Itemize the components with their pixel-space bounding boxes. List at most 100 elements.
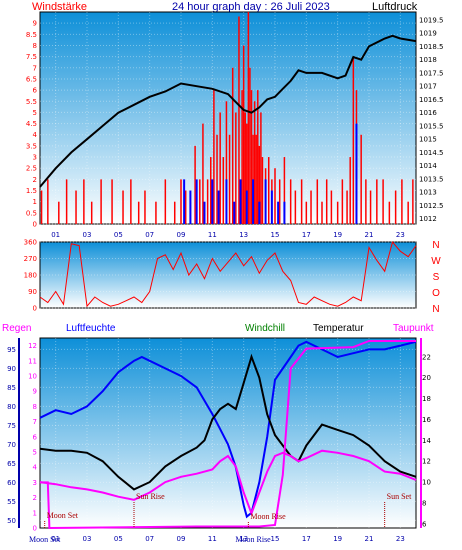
x-tick: 19 [333, 231, 342, 239]
y-tick-rain: 8 [33, 403, 37, 411]
dewpoint-line [39, 449, 417, 517]
y-tick-left: 9 [33, 20, 37, 28]
y-tick-left: 5.5 [26, 98, 37, 106]
y-tick-left: 2.5 [26, 165, 37, 173]
y-tick-humidity: 95 [7, 346, 16, 354]
x-tick-bottom: 07 [145, 535, 154, 543]
x-tick-bottom: 19 [333, 535, 342, 543]
wind-direction-marks [39, 240, 417, 308]
legend-item: Luftfeuchte [66, 323, 116, 334]
y-tick-temp: 14 [422, 437, 431, 445]
y-tick-dir: 360 [24, 239, 37, 247]
y-tick-right: 1019.5 [419, 16, 444, 24]
y-tick-left: 1 [33, 198, 37, 206]
y-tick-right: 1014.5 [419, 149, 444, 157]
y-tick-right: 1016.5 [419, 96, 444, 104]
wind-pressure-marks [39, 12, 417, 224]
x-tick: 23 [396, 231, 405, 239]
y-tick-right: 1019 [419, 30, 437, 38]
y-tick-right: 1016 [419, 109, 437, 117]
y-tick-left: 6.5 [26, 75, 37, 83]
y-tick-temp: 22 [422, 353, 431, 361]
legend-item: Taupunkt [393, 323, 434, 334]
y-tick-left: 5 [33, 109, 37, 117]
y-tick-rain: 2 [33, 494, 37, 502]
y-tick-humidity: 75 [7, 422, 16, 430]
y-tick-left: 0 [33, 221, 37, 229]
y-tick-rain: 0 [33, 525, 37, 533]
x-tick-bottom: 15 [271, 535, 280, 543]
y-tick-rain: 6 [33, 433, 38, 441]
y-tick-humidity: 80 [7, 403, 16, 411]
y-tick-temp: 18 [422, 395, 431, 403]
y-tick-right: 1018 [419, 56, 437, 64]
left-label-windstaerke: Windstärke [32, 1, 87, 13]
astro-label: Moon Set [47, 511, 79, 520]
y-tick-rain: 12 [28, 342, 37, 350]
astro-label: Sun Set [387, 492, 412, 501]
y-tick-dir: 90 [28, 288, 37, 296]
compass-label: S [433, 272, 440, 283]
y-tick-humidity: 55 [7, 498, 16, 506]
x-tick-bottom: 09 [177, 535, 186, 543]
astro-annotations: Moon Set Sun Rise Moon Rise Sun Set Moon Set… [29, 492, 412, 544]
y-tick-dir: 270 [24, 255, 37, 263]
temp-humidity-marks [39, 340, 417, 530]
y-tick-rain: 10 [28, 373, 37, 381]
y-tick-humidity: 85 [7, 384, 16, 392]
y-tick-humidity: 60 [7, 479, 16, 487]
y-tick-temp: 12 [422, 458, 431, 466]
y-tick-right: 1018.5 [419, 43, 444, 51]
compass-label: W [431, 256, 441, 267]
y-tick-rain: 1 [33, 509, 37, 517]
y-tick-left: 4 [33, 131, 38, 139]
y-tick-right: 1013 [419, 189, 437, 197]
y-tick-right: 1013.5 [419, 175, 444, 183]
y-tick-humidity: 90 [7, 365, 16, 373]
y-tick-right: 1017 [419, 83, 437, 91]
x-tick-bottom: 05 [114, 535, 123, 543]
y-tick-right: 1014 [419, 162, 437, 170]
y-tick-dir: 0 [33, 305, 37, 313]
humidity-line [39, 340, 417, 519]
astro-label: Moon Rise [235, 535, 271, 544]
compass-label: O [432, 288, 440, 299]
y-tick-humidity: 65 [7, 460, 16, 468]
legend: Regen Luftfeuchte Windchill Temperatur Taupu… [2, 323, 434, 334]
compass-label: N [432, 304, 439, 315]
temp-humidity-panel [39, 337, 417, 529]
rain-line [40, 340, 416, 530]
y-tick-left: 0.5 [26, 209, 37, 217]
y-tick-rain: 4 [33, 464, 38, 472]
y-tick-right: 1012.5 [419, 202, 444, 210]
x-tick: 15 [271, 231, 280, 239]
astro-label: Moon Rise [250, 512, 286, 521]
x-tick-bottom: 01 [51, 535, 60, 543]
y-tick-temp: 16 [422, 416, 431, 424]
y-tick-rain: 3 [33, 479, 37, 487]
astro-label: Moon Set [29, 535, 61, 544]
x-tick-bottom: 11 [208, 535, 217, 543]
temperature-line [39, 353, 417, 491]
legend-item: Regen [2, 323, 31, 334]
x-tick: 01 [51, 231, 60, 239]
x-tick: 11 [208, 231, 217, 239]
y-tick-right: 1012 [419, 215, 437, 223]
x-tick-bottom: 17 [302, 535, 311, 543]
x-tick-bottom: 03 [83, 535, 92, 543]
x-tick: 13 [239, 231, 248, 239]
x-tick: 21 [365, 231, 374, 239]
x-tick-bottom: 23 [396, 535, 405, 543]
y-tick-temp: 8 [422, 499, 426, 507]
y-tick-temp: 6 [422, 520, 427, 528]
x-tick: 05 [114, 231, 123, 239]
y-tick-left: 6 [33, 87, 38, 95]
astro-label: Sun Rise [136, 492, 165, 501]
y-tick-left: 3.5 [26, 142, 37, 150]
y-tick-left: 8 [33, 42, 37, 50]
wind-pressure-axes: 0 0.5 1 1.5 2 2.5 3 3.5 4 4.5 5 5.5 6 6.5 7 7.5 8 8.5 9 101… [26, 16, 444, 239]
y-tick-left: 4.5 [26, 120, 37, 128]
y-tick-temp: 10 [422, 479, 431, 487]
